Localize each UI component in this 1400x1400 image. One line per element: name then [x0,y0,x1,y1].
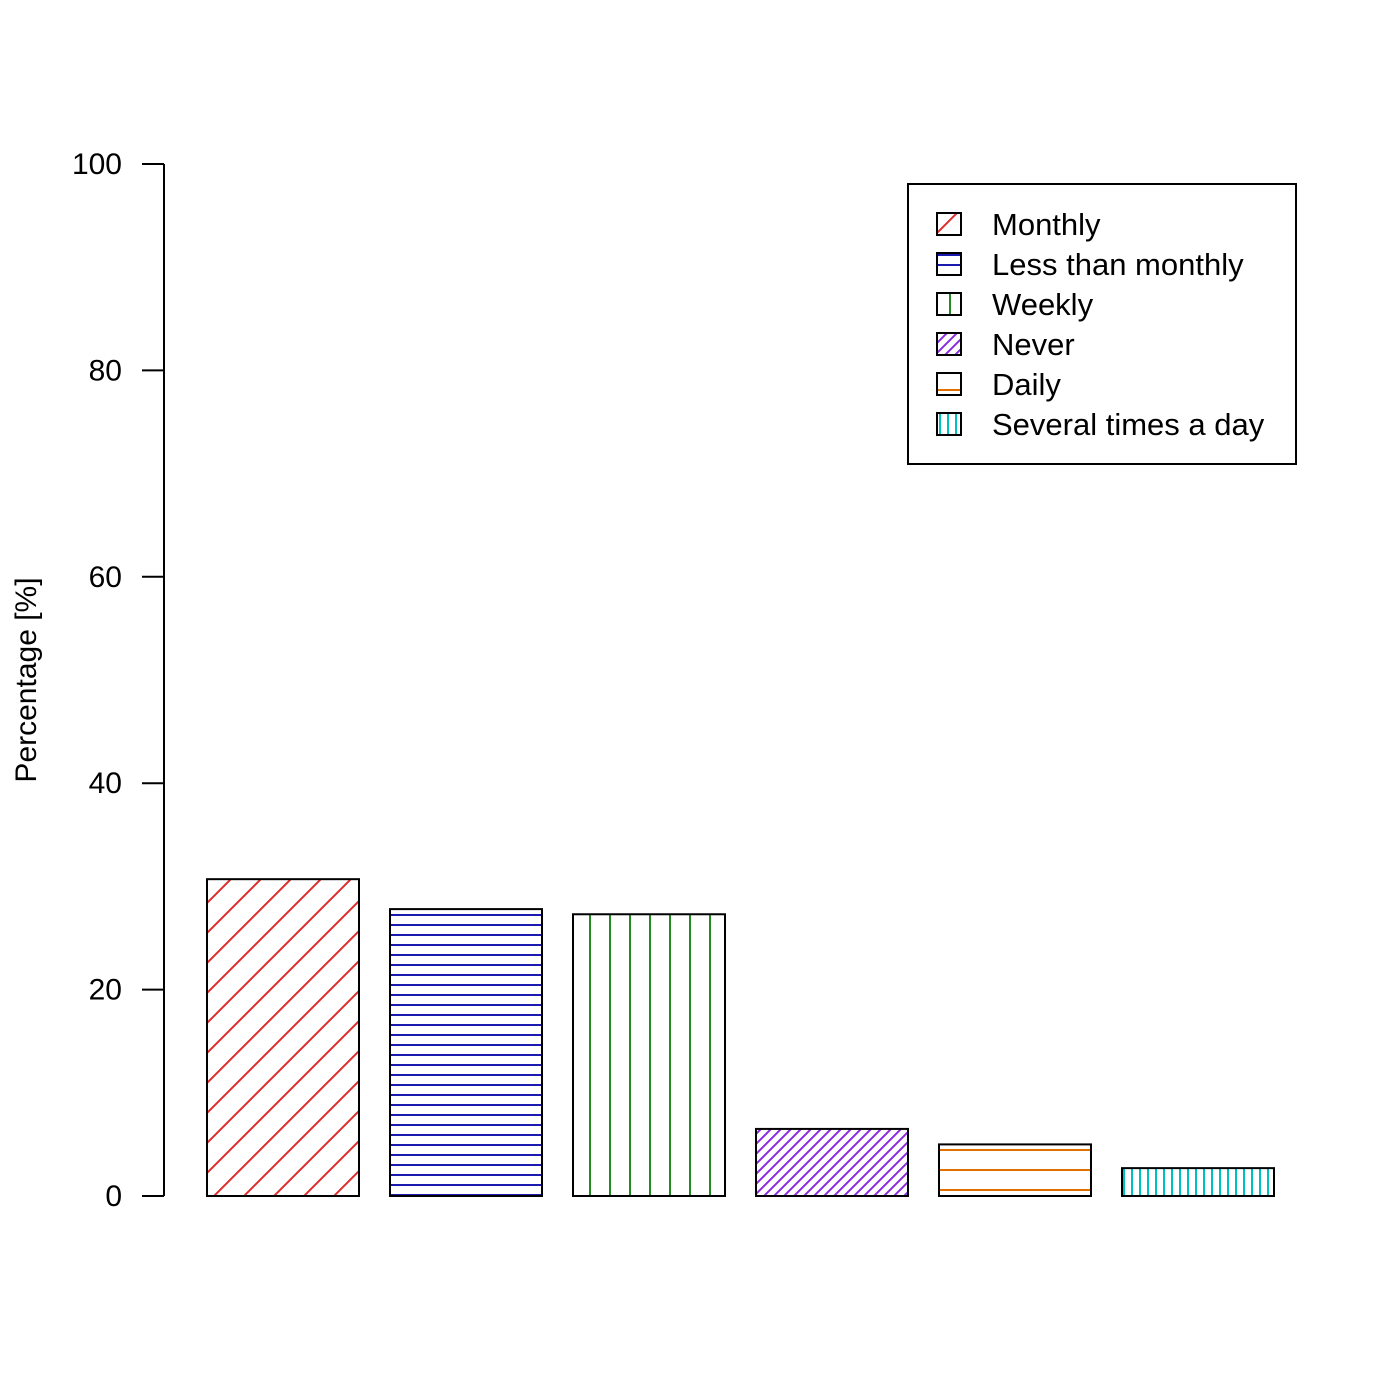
legend-box [907,183,1297,465]
bar-monthly [206,878,360,1198]
y-tick-label: 60 [89,561,122,594]
y-tick-label: 40 [89,767,122,800]
bar-daily [938,1143,1092,1198]
bars [206,878,1275,1198]
bar-less-than-monthly [389,908,543,1197]
legend-label-weekly: Weekly [992,287,1094,322]
y-axis: 0 20 40 60 80 100 [72,148,165,1213]
bar-never [755,1127,909,1198]
legend-label-daily: Daily [992,367,1061,402]
legend-swatch-weekly [936,292,962,316]
legend-label-less-than-monthly: Less than monthly [992,247,1244,282]
y-tick-label: 80 [89,354,122,387]
legend-label-several-times-a-day: Several times a day [992,407,1265,442]
legend-label-monthly: Monthly [992,207,1101,242]
legend-label-never: Never [992,327,1075,362]
legend-swatch-monthly [936,212,962,236]
legend-swatch-several-times-a-day [936,412,962,436]
bar-weekly [572,913,726,1197]
y-tick-label: 0 [105,1180,122,1213]
y-axis-label: Percentage [%] [10,577,43,782]
legend-swatch-never [936,332,962,356]
bar-several-times-a-day [1121,1167,1275,1197]
legend-swatch-daily [936,372,962,396]
y-tick-label: 100 [72,148,122,181]
legend: Monthly Less than monthly Weekly Never Daily… [907,183,1297,465]
legend-swatch-less-than-monthly [936,252,962,276]
y-tick-label: 20 [89,974,122,1007]
